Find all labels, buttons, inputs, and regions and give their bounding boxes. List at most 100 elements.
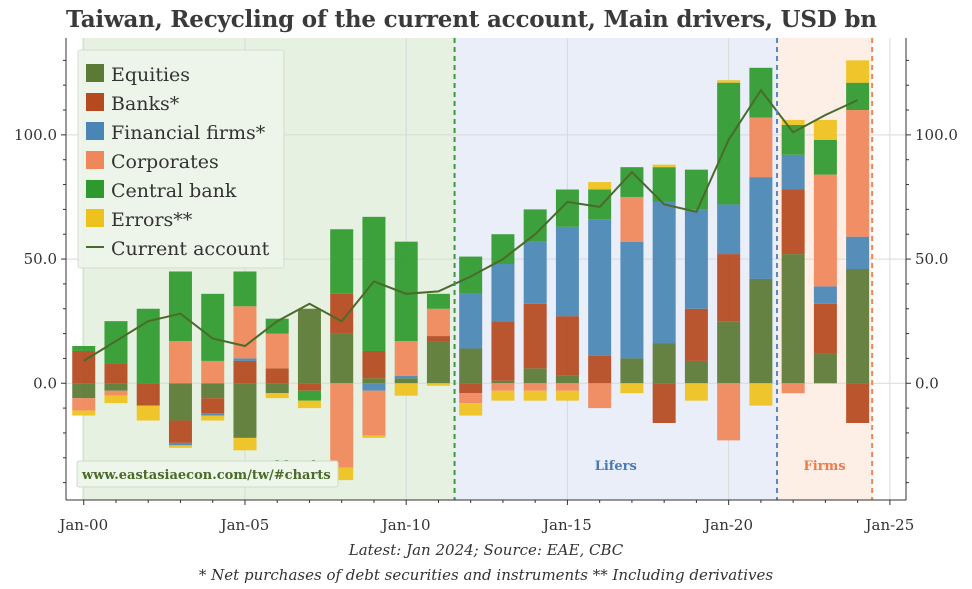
legend-label: Equities	[111, 64, 190, 86]
bar-errors	[684, 383, 708, 401]
bar-financial-firms	[684, 209, 708, 309]
bar-equities	[684, 360, 708, 384]
bar-corporates	[749, 117, 773, 178]
bar-equities	[491, 380, 515, 384]
x-tick-label: Jan-05	[219, 516, 270, 534]
chart-bars	[72, 60, 870, 481]
legend-swatch	[86, 122, 104, 140]
bar-errors	[394, 383, 418, 396]
chart-annotations: Central bankLifersFirmswww.eastasiaecon.…	[76, 459, 846, 488]
bar-banks	[813, 303, 837, 354]
bar-errors	[491, 390, 515, 401]
bar-errors	[620, 383, 644, 394]
legend-label: Financial firms*	[111, 122, 266, 144]
bar-equities	[297, 308, 321, 384]
legend-swatch	[86, 93, 104, 111]
bar-corporates	[104, 390, 128, 396]
bar-central-bank	[168, 271, 192, 342]
bar-errors	[426, 383, 450, 386]
bar-central-bank	[136, 308, 160, 384]
bar-equities	[652, 343, 676, 384]
legend-label: Errors**	[111, 209, 193, 231]
bar-errors	[72, 410, 96, 416]
bar-banks	[233, 360, 257, 384]
bar-corporates	[555, 383, 579, 391]
bar-central-bank	[394, 241, 418, 342]
bar-errors	[297, 400, 321, 409]
bar-banks	[168, 420, 192, 443]
source-url: www.eastasiaecon.com/tw/#charts	[81, 468, 331, 483]
bar-financial-firms	[555, 226, 579, 317]
bar-errors	[362, 435, 386, 438]
bar-banks	[491, 321, 515, 381]
bar-corporates	[168, 341, 192, 384]
bar-central-bank	[491, 234, 515, 265]
y-tick-label-right: 100.0	[915, 126, 958, 144]
bar-corporates	[426, 308, 450, 337]
bar-errors	[717, 80, 741, 83]
bar-central-bank	[846, 82, 870, 111]
bar-corporates	[846, 110, 870, 237]
bar-financial-firms	[717, 204, 741, 255]
bar-equities	[555, 375, 579, 384]
bar-central-bank	[362, 216, 386, 351]
legend-box	[77, 49, 285, 269]
bar-financial-firms	[620, 241, 644, 359]
legend-swatch	[86, 180, 104, 198]
x-tick-label: Jan-10	[380, 516, 431, 534]
y-tick-label-right: 0.0	[915, 374, 939, 392]
source-url-box	[76, 460, 339, 488]
bar-central-bank	[684, 169, 708, 210]
bar-corporates	[620, 196, 644, 242]
legend-label: Corporates	[111, 151, 219, 173]
bar-financial-firms	[201, 413, 225, 416]
bar-errors	[555, 390, 579, 401]
bar-banks	[555, 316, 579, 376]
y-tick-label-left: 100.0	[14, 126, 57, 144]
bar-equities	[233, 383, 257, 438]
bar-corporates	[394, 341, 418, 376]
bar-banks	[265, 368, 289, 384]
bar-banks	[72, 350, 96, 384]
bar-banks	[330, 293, 354, 334]
bar-errors	[749, 383, 773, 406]
bar-errors	[523, 390, 547, 401]
bar-equities	[394, 378, 418, 384]
bar-equities	[846, 269, 870, 384]
bar-financial-firms	[749, 177, 773, 279]
bar-errors	[233, 437, 257, 451]
bar-equities	[330, 333, 354, 384]
bar-equities	[523, 368, 547, 384]
bar-financial-firms	[813, 286, 837, 304]
bar-central-bank	[72, 346, 96, 351]
bar-errors	[168, 445, 192, 448]
x-tick-label: Jan-15	[541, 516, 592, 534]
bar-financial-firms	[394, 375, 418, 379]
chart-line-group	[83, 88, 859, 362]
bar-central-bank	[813, 139, 837, 175]
bar-financial-firms	[846, 236, 870, 269]
bar-financial-firms	[362, 383, 386, 391]
bar-financial-firms	[588, 219, 612, 356]
bar-banks	[781, 189, 805, 255]
bar-financial-firms	[781, 154, 805, 190]
x-tick-label: Jan-25	[863, 516, 914, 534]
bar-equities	[362, 378, 386, 384]
region-label: Lifers	[595, 459, 637, 474]
x-tick-label: Jan-00	[57, 516, 108, 534]
bar-corporates	[330, 383, 354, 468]
bar-errors	[201, 415, 225, 421]
bar-central-bank	[297, 390, 321, 401]
bar-errors	[846, 60, 870, 83]
bar-central-bank	[620, 167, 644, 197]
bar-errors	[813, 119, 837, 140]
bar-banks	[104, 363, 128, 384]
bar-equities	[426, 341, 450, 384]
bar-equities	[813, 353, 837, 384]
bar-central-bank	[652, 167, 676, 202]
current-account-line	[83, 88, 859, 362]
legend-swatch	[86, 209, 104, 227]
chart-dividers	[453, 38, 874, 500]
y-tick-label-left: 50.0	[24, 250, 57, 268]
